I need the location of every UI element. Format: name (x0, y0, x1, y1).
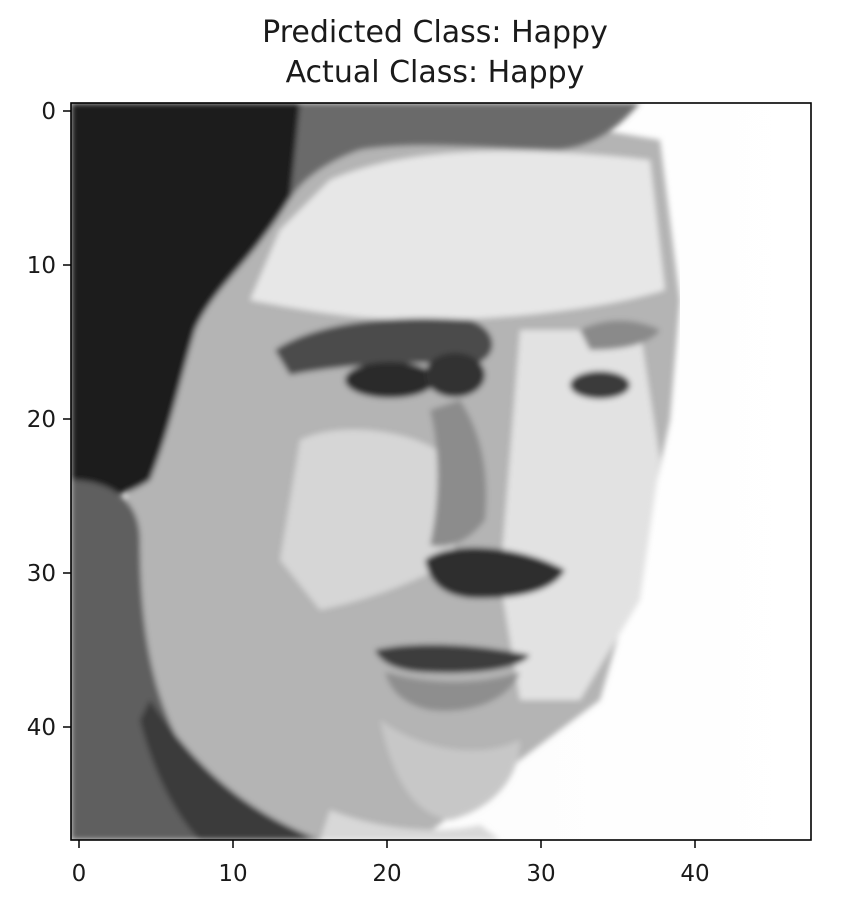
x-tick-label: 10 (218, 861, 247, 887)
face-image (71, 103, 811, 840)
y-tick-label: 0 (41, 99, 56, 125)
y-tick-label: 40 (27, 715, 56, 741)
x-tick-label: 0 (72, 861, 87, 887)
x-tick-label: 40 (680, 861, 709, 887)
y-axis: 0 10 20 30 40 (27, 99, 71, 741)
x-tick-label: 20 (372, 861, 401, 887)
y-tick-label: 20 (27, 407, 56, 433)
plot-frame (70, 102, 812, 841)
y-tick-label: 30 (27, 561, 56, 587)
chart-title-actual: Actual Class: Happy (285, 55, 585, 90)
y-tick-label: 10 (27, 253, 56, 279)
chart-title-predicted: Predicted Class: Happy (262, 15, 608, 50)
x-tick-label: 30 (526, 861, 555, 887)
x-axis: 0 10 20 30 40 (72, 840, 710, 887)
